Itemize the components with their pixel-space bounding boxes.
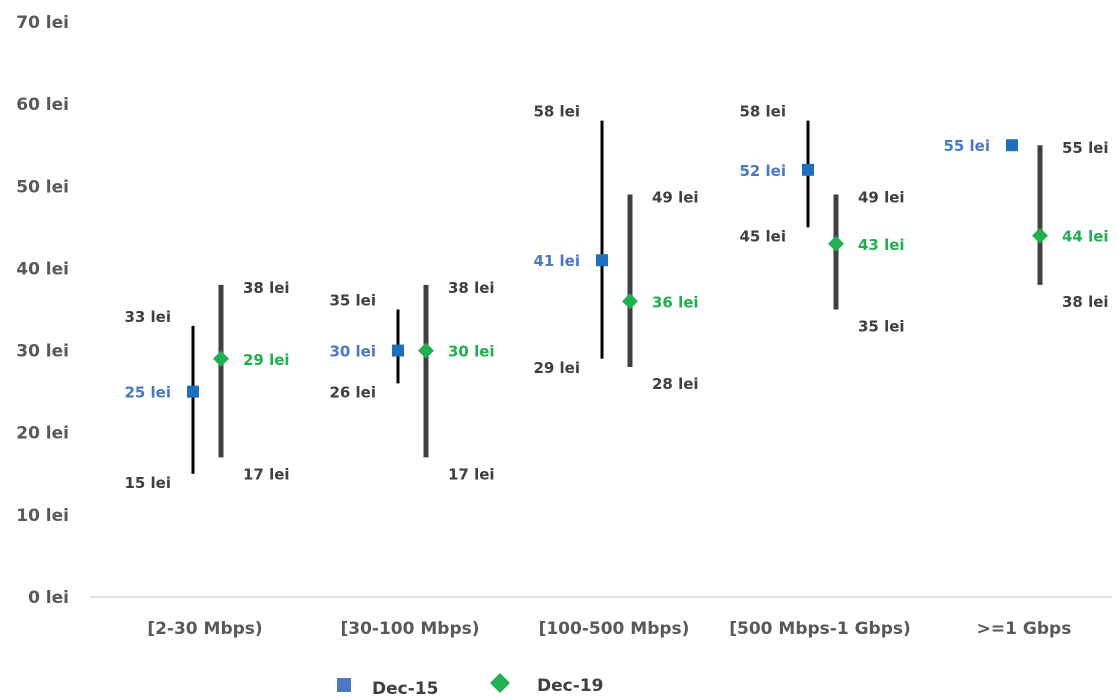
- series-dec-19: 29 lei 38 lei 17 lei 30 lei 38 lei 17 lei 36 l…: [213, 139, 1109, 483]
- value-label: 55 lei: [943, 137, 990, 155]
- data-point: [596, 254, 608, 267]
- value-label: 43 lei: [858, 236, 905, 254]
- min-label: 28 lei: [652, 375, 699, 393]
- max-label: 38 lei: [448, 279, 495, 297]
- min-label: 17 lei: [243, 465, 290, 483]
- data-point: [1006, 139, 1018, 152]
- legend-label-dec-19: Dec-19: [537, 676, 603, 696]
- min-label: 26 lei: [329, 383, 376, 401]
- min-label: 29 lei: [533, 359, 580, 377]
- legend-label-dec-15: Dec-15: [372, 679, 438, 697]
- y-tick-label: 0 lei: [28, 588, 69, 608]
- min-label: 15 lei: [124, 474, 171, 492]
- x-axis: [2-30 Mbps) [30-100 Mbps) [100-500 Mbps) [5…: [147, 619, 1071, 639]
- max-label: 58 lei: [739, 103, 786, 121]
- x-tick-label-500-mbps-1-gbps: [500 Mbps-1 Gbps): [729, 619, 911, 639]
- value-label: 41 lei: [533, 252, 580, 270]
- legend-marker-dec-19: [490, 673, 510, 693]
- max-label: 55 lei: [1062, 139, 1109, 157]
- x-tick-label-2-30-mbps: [2-30 Mbps): [147, 619, 262, 639]
- data-point: [213, 350, 229, 367]
- data-point: [802, 163, 814, 176]
- max-label: 38 lei: [243, 279, 290, 297]
- y-axis: 0 lei 10 lei 20 lei 30 lei 40 lei 50 lei 60 le…: [16, 13, 69, 608]
- value-label: 25 lei: [124, 384, 171, 402]
- data-point: [1032, 227, 1048, 244]
- value-label: 29 lei: [243, 351, 290, 369]
- y-tick-label: 60 lei: [16, 95, 69, 115]
- value-label: 30 lei: [329, 343, 376, 361]
- value-label: 30 lei: [448, 343, 495, 361]
- legend-marker-dec-15: [337, 678, 351, 692]
- legend: Dec-15 Dec-19: [337, 673, 603, 697]
- data-point: [187, 385, 199, 398]
- y-tick-label: 70 lei: [16, 13, 69, 33]
- max-label: 33 lei: [124, 308, 171, 326]
- x-tick-label-1-gbps: >=1 Gbps: [977, 619, 1072, 639]
- data-point: [392, 344, 404, 357]
- min-label: 38 lei: [1062, 293, 1109, 311]
- min-label: 35 lei: [858, 318, 905, 336]
- value-label: 52 lei: [739, 162, 786, 180]
- plot-area: 25 lei 33 lei 15 lei 30 lei 35 lei 26 lei 41 l…: [124, 103, 1108, 492]
- value-label: 44 lei: [1062, 228, 1109, 246]
- data-point: [622, 293, 638, 310]
- y-tick-label: 40 lei: [16, 259, 69, 279]
- max-label: 58 lei: [533, 103, 580, 121]
- max-label: 35 lei: [329, 292, 376, 310]
- max-label: 49 lei: [858, 189, 905, 207]
- min-label: 45 lei: [739, 227, 786, 245]
- y-tick-label: 20 lei: [16, 424, 69, 444]
- data-point: [828, 235, 844, 252]
- y-tick-label: 10 lei: [16, 506, 69, 526]
- data-point: [418, 342, 434, 359]
- x-tick-label-30-100-mbps: [30-100 Mbps): [340, 619, 479, 639]
- y-tick-label: 50 lei: [16, 177, 69, 197]
- x-tick-label-100-500-mbps: [100-500 Mbps): [539, 619, 690, 639]
- max-label: 49 lei: [652, 189, 699, 207]
- min-label: 17 lei: [448, 465, 495, 483]
- series-dec-15: 25 lei 33 lei 15 lei 30 lei 35 lei 26 lei 41 l…: [124, 103, 1018, 492]
- value-label: 36 lei: [652, 293, 699, 311]
- y-tick-label: 30 lei: [16, 342, 69, 362]
